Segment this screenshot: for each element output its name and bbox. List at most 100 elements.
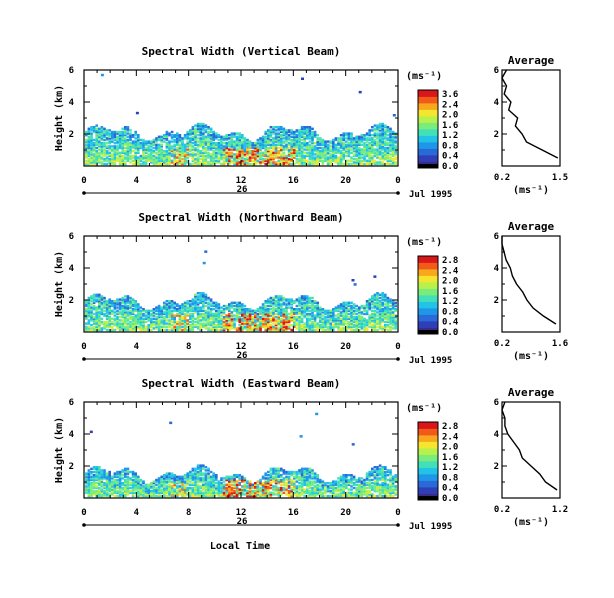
heatmap-cell <box>319 143 322 146</box>
heatmap-cell <box>332 143 335 146</box>
heatmap-cell <box>300 306 304 309</box>
heatmap-cell <box>131 483 135 486</box>
heatmap-cell <box>280 150 283 153</box>
heatmap-cell <box>139 488 143 491</box>
heatmap-cell <box>116 320 119 324</box>
heatmap-cell <box>207 142 210 145</box>
heatmap-cell <box>355 150 358 153</box>
heatmap-cell <box>178 478 182 482</box>
heatmap-cell <box>178 145 182 148</box>
heatmap-cell <box>194 475 197 478</box>
heatmap-cell <box>191 474 195 477</box>
heatmap-cell <box>290 145 293 148</box>
heatmap-cell <box>183 327 187 330</box>
heatmap-cell <box>108 482 111 485</box>
heatmap-cell <box>108 145 111 148</box>
heatmap-cell <box>222 311 226 314</box>
heatmap-cell <box>274 300 278 303</box>
heatmap-cell <box>238 488 241 491</box>
heatmap-cell <box>345 317 348 320</box>
heatmap-cell <box>238 156 241 159</box>
heatmap-cell <box>131 319 135 322</box>
heatmap-cell <box>100 151 104 154</box>
heatmap-cell <box>150 493 153 496</box>
heatmap-cell <box>131 486 135 490</box>
heatmap-cell <box>386 311 390 314</box>
heatmap-cell <box>170 304 174 308</box>
heatmap-cell <box>251 483 254 486</box>
heatmap-cell <box>220 491 223 494</box>
heatmap-cell <box>238 145 241 148</box>
heatmap-cell <box>394 151 397 154</box>
heatmap-cell <box>147 148 150 151</box>
heatmap-cell <box>105 485 109 488</box>
heatmap-cell <box>225 324 228 327</box>
colorbar-tick-label: 2.4 <box>442 100 459 110</box>
heatmap-cell <box>90 309 93 312</box>
heatmap-cell <box>321 314 325 317</box>
heatmap-cell <box>298 138 301 142</box>
heatmap-cell <box>178 137 182 140</box>
heatmap-cell <box>248 162 252 166</box>
heatmap-cell <box>350 311 353 314</box>
heatmap-cell <box>386 156 390 159</box>
heatmap-cell <box>321 308 325 311</box>
heatmap-cell <box>118 145 122 148</box>
heatmap-cell <box>116 151 119 154</box>
heatmap-cell <box>131 322 135 325</box>
heatmap-cell <box>194 304 197 308</box>
heatmap-cell <box>256 485 260 488</box>
heatmap-cell <box>124 295 127 298</box>
heatmap-cell <box>186 161 189 164</box>
heatmap-cell <box>319 320 322 324</box>
heatmap-cell <box>339 140 343 143</box>
heatmap-cell <box>160 162 163 166</box>
heatmap-cell <box>256 316 260 319</box>
heatmap-cell <box>116 480 119 483</box>
heatmap-cell <box>165 325 169 328</box>
heatmap-cell <box>124 132 127 135</box>
heatmap-cell <box>391 319 395 322</box>
heatmap-cell <box>207 491 210 494</box>
heatmap-cell <box>118 298 122 301</box>
heatmap-cell <box>358 90 362 94</box>
heatmap-cell <box>178 306 182 309</box>
heatmap-cell <box>287 151 291 154</box>
heatmap-cell <box>157 153 161 156</box>
heatmap-cell <box>189 309 192 312</box>
heatmap-cell <box>134 486 137 490</box>
heatmap-cell <box>168 161 171 164</box>
heatmap-cell <box>282 162 286 166</box>
heatmap-cell <box>207 143 210 146</box>
heatmap-cell <box>183 474 187 477</box>
heatmap-cell <box>194 472 197 475</box>
heatmap-cell <box>134 327 137 330</box>
heatmap-cell <box>137 316 140 319</box>
heatmap-cell <box>363 145 366 148</box>
heatmap-cell <box>389 135 392 138</box>
heatmap-cell <box>105 472 109 475</box>
heatmap-cell <box>254 156 257 159</box>
heatmap-cell <box>144 327 148 330</box>
heatmap-cell <box>105 153 109 156</box>
heatmap-cell <box>316 150 319 153</box>
heatmap-cell <box>272 154 275 158</box>
heatmap-cell <box>259 142 262 145</box>
heatmap-cell <box>116 485 119 488</box>
heatmap-cell <box>134 316 137 319</box>
heatmap-cell <box>160 158 163 161</box>
heatmap-cell <box>95 493 98 496</box>
heatmap-cell <box>95 154 98 158</box>
heatmap-cell <box>313 317 317 320</box>
heatmap-cell <box>215 153 218 156</box>
heatmap-cell <box>225 145 228 148</box>
heatmap-cell <box>316 327 319 330</box>
heatmap-cell <box>202 138 205 142</box>
heatmap-cell <box>178 143 182 146</box>
heatmap-cell <box>311 148 314 151</box>
heatmap-cell <box>381 148 384 151</box>
heatmap-cell <box>316 322 319 325</box>
heatmap-cell <box>345 154 348 158</box>
heatmap-cell <box>147 324 150 327</box>
heatmap-cell <box>160 153 163 156</box>
